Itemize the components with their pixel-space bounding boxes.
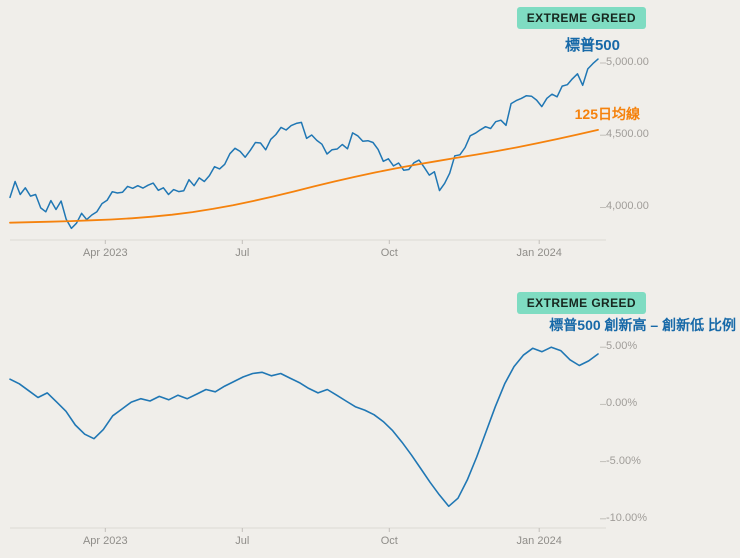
ma125-series-label: 125日均線 <box>574 106 640 122</box>
x-axis-tick-label: Apr 2023 <box>82 247 128 259</box>
sp500-line <box>9 58 599 230</box>
breadth-ratio-chart: EXTREME GREED 標普500 創新高 – 創新低 比例 5.00% 0.… <box>0 285 740 558</box>
x-axis-tick-label: Jul <box>235 247 250 259</box>
sentiment-badge: EXTREME GREED <box>516 7 646 29</box>
ma125-line <box>9 128 599 224</box>
x-axis-tick-label: Oct <box>380 247 398 259</box>
x-axis-tick-label: Jan 2024 <box>516 247 562 259</box>
ratio-chart-plot <box>9 346 606 532</box>
x-axis-tick-label: Oct <box>380 535 398 547</box>
sp500-price-chart: EXTREME GREED 標普500 125日均線 5,000.00 4,500… <box>0 0 740 272</box>
x-axis-tick-label: Jan 2024 <box>516 535 562 547</box>
y-axis-tick-label: 4,000.00 <box>606 200 649 213</box>
y-axis-tick-label: 4,500.00 <box>606 128 649 141</box>
y-axis-tick-label: 5.00% <box>606 340 638 353</box>
y-axis-tick-label: 0.00% <box>606 397 638 410</box>
x-axis-tick-label: Apr 2023 <box>82 535 128 547</box>
sp500-series-label: 標普500 <box>564 37 620 54</box>
x-axis-tick-label: Jul <box>235 535 250 547</box>
y-axis-tick-label: 5,000.00 <box>606 56 649 68</box>
price-chart-plot <box>9 58 606 244</box>
chart-title: 標普500 創新高 – 創新低 比例 <box>549 317 736 333</box>
y-axis-tick-label: -10.00% <box>606 511 647 524</box>
sentiment-badge: EXTREME GREED <box>516 292 646 314</box>
y-axis-tick-label: -5.00% <box>606 454 641 467</box>
nh-nl-line <box>9 346 599 508</box>
